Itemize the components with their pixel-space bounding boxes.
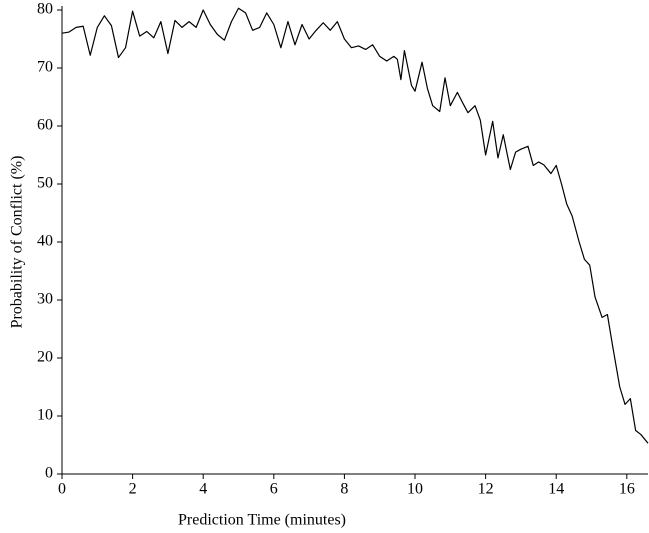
x-tick-label: 10 <box>407 481 423 498</box>
x-tick-label: 4 <box>199 481 207 498</box>
y-tick-label: 10 <box>37 407 53 424</box>
x-tick-label: 16 <box>619 481 635 498</box>
x-tick-label: 8 <box>340 481 348 498</box>
x-tick-label: 14 <box>548 481 564 498</box>
y-tick-label: 60 <box>37 117 53 134</box>
y-tick-label: 50 <box>37 175 53 192</box>
y-tick-label: 70 <box>37 59 53 76</box>
y-tick-label: 80 <box>37 1 53 18</box>
y-tick-label: 40 <box>37 233 53 250</box>
x-tick-label: 6 <box>270 481 278 498</box>
x-axis-label: Prediction Time (minutes) <box>178 512 346 529</box>
data-line <box>61 7 649 444</box>
x-tick-label: 0 <box>58 481 66 498</box>
y-tick-label: 20 <box>37 349 53 366</box>
y-tick-label: 30 <box>37 291 53 308</box>
x-tick-label: 2 <box>129 481 137 498</box>
x-tick-label: 12 <box>478 481 494 498</box>
y-axis-label: Probability of Conflict (%) <box>9 156 26 329</box>
y-tick-label: 0 <box>45 465 53 482</box>
